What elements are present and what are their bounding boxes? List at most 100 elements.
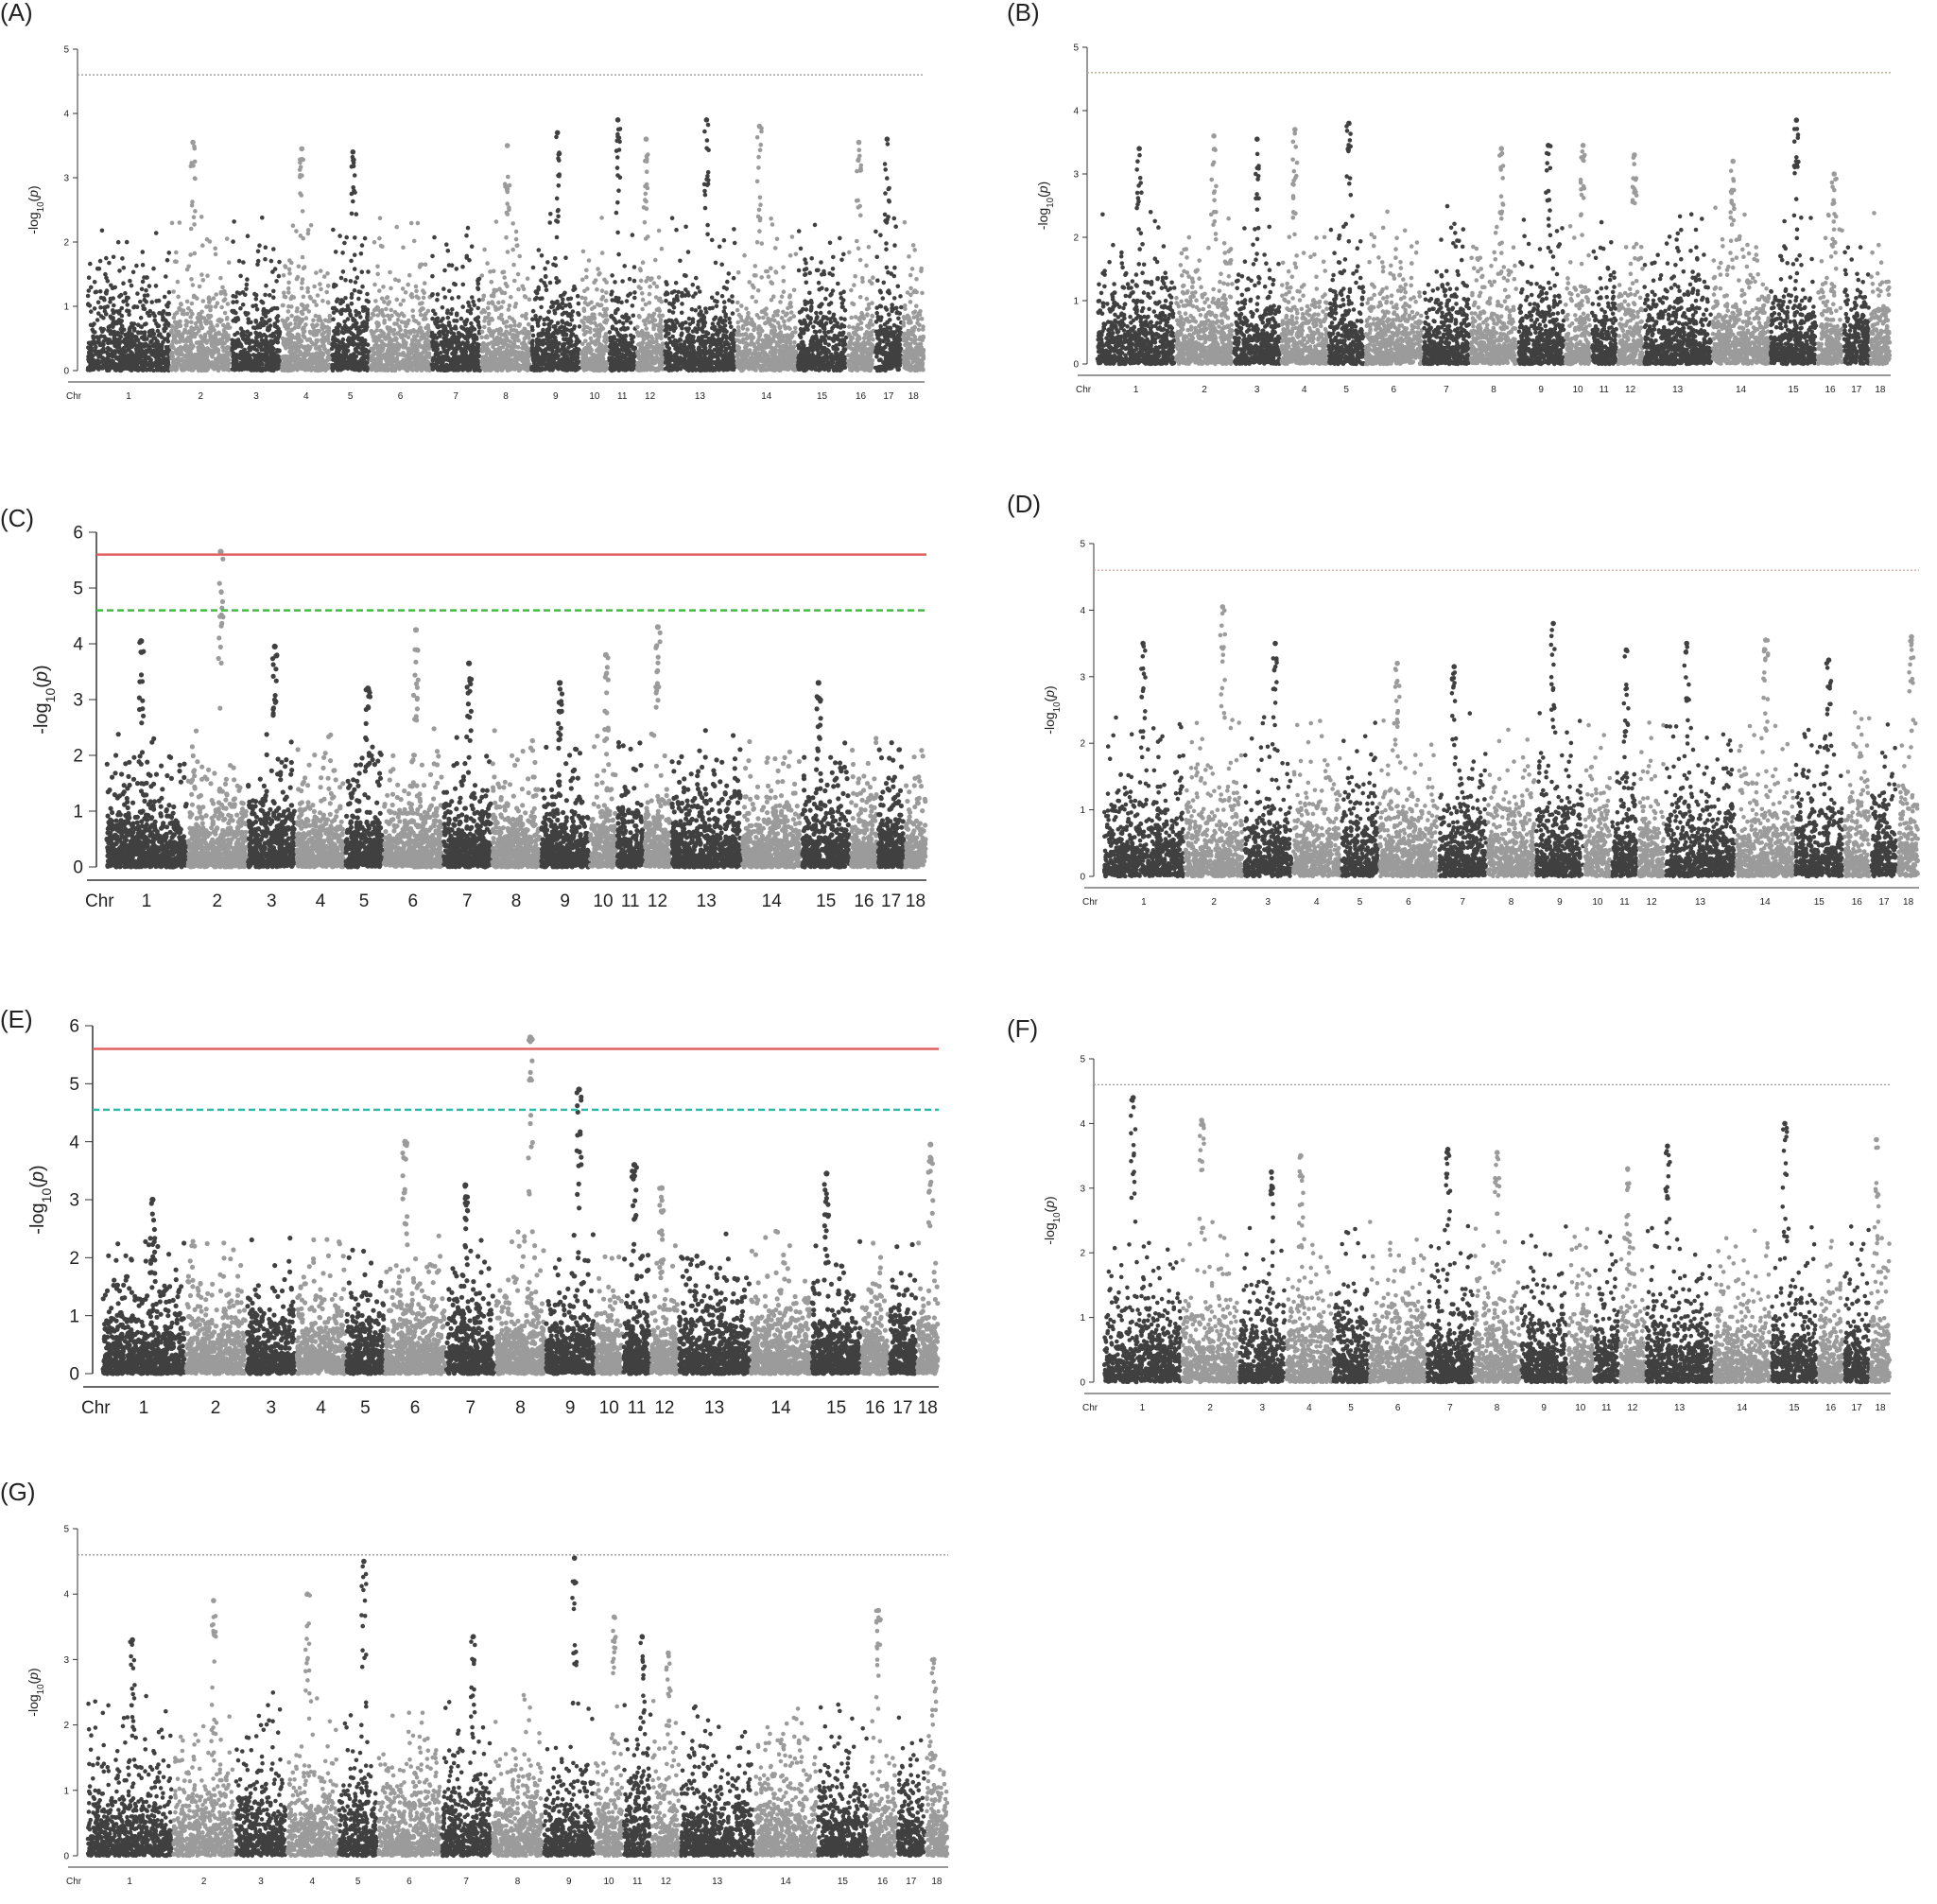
snp-point bbox=[484, 334, 490, 338]
snp-point bbox=[545, 365, 550, 370]
snp-point bbox=[343, 278, 348, 283]
snp-point bbox=[346, 336, 352, 340]
snp-point bbox=[108, 300, 112, 304]
snp-point bbox=[311, 318, 316, 323]
snp-point bbox=[373, 306, 379, 311]
snp-point bbox=[287, 345, 293, 351]
snp-point bbox=[124, 239, 130, 245]
snp-point bbox=[254, 348, 260, 353]
snp-point bbox=[305, 361, 311, 366]
snp-point bbox=[381, 343, 387, 348]
snp-point bbox=[394, 352, 400, 356]
snp-point bbox=[389, 286, 393, 291]
y-tick-label: 5 bbox=[63, 45, 69, 56]
snp-point bbox=[441, 286, 446, 291]
snp-point bbox=[331, 317, 336, 322]
snp-point bbox=[238, 351, 243, 356]
snp-point bbox=[604, 290, 609, 295]
snp-point bbox=[312, 360, 318, 366]
snp-point bbox=[263, 245, 268, 251]
snp-point bbox=[544, 284, 548, 288]
snp-point bbox=[411, 318, 417, 323]
snp-point bbox=[197, 340, 201, 345]
snp-point bbox=[531, 358, 536, 364]
snp-point bbox=[183, 319, 189, 323]
snp-point bbox=[509, 323, 513, 329]
snp-point bbox=[555, 360, 561, 366]
snp-point bbox=[145, 337, 149, 341]
snp-point bbox=[144, 287, 148, 293]
snp-point bbox=[542, 321, 546, 327]
snp-point bbox=[351, 318, 355, 323]
snp-point bbox=[213, 304, 218, 309]
snp-point bbox=[557, 158, 562, 163]
snp-point bbox=[521, 286, 527, 292]
snp-point bbox=[337, 366, 341, 372]
snp-point bbox=[225, 321, 231, 327]
snp-point bbox=[257, 324, 263, 330]
snp-point bbox=[98, 334, 104, 338]
snp-point bbox=[101, 338, 106, 344]
snp-point bbox=[199, 336, 204, 340]
snp-point bbox=[319, 286, 323, 292]
snp-point bbox=[452, 353, 458, 357]
snp-point bbox=[142, 306, 147, 312]
snp-point bbox=[430, 316, 435, 321]
snp-point bbox=[312, 284, 317, 289]
snp-point bbox=[563, 333, 569, 338]
snp-point bbox=[445, 249, 451, 253]
snp-point bbox=[334, 345, 339, 351]
snp-point bbox=[285, 332, 290, 338]
snp-point bbox=[395, 331, 400, 337]
snp-point bbox=[96, 352, 102, 357]
snp-point bbox=[222, 354, 228, 358]
snp-point bbox=[314, 323, 319, 328]
snp-point bbox=[249, 345, 253, 351]
snp-point bbox=[245, 329, 251, 335]
snp-point bbox=[246, 320, 251, 325]
snp-point bbox=[222, 297, 228, 302]
snp-point bbox=[101, 349, 107, 355]
snp-point bbox=[476, 298, 482, 303]
snp-point bbox=[385, 325, 390, 330]
snp-point bbox=[127, 312, 131, 318]
snp-point bbox=[479, 273, 485, 278]
snp-point bbox=[564, 354, 569, 358]
snp-point bbox=[105, 279, 111, 284]
snp-point bbox=[136, 368, 141, 372]
snp-point bbox=[112, 330, 117, 336]
snp-point bbox=[503, 281, 509, 286]
snp-point bbox=[396, 278, 402, 284]
snp-point bbox=[86, 275, 92, 281]
snp-point bbox=[184, 323, 189, 328]
snp-point bbox=[265, 347, 269, 352]
snp-point bbox=[230, 341, 235, 347]
snp-point bbox=[180, 311, 185, 317]
snp-point bbox=[592, 333, 597, 338]
snp-point bbox=[352, 252, 357, 258]
snp-point bbox=[572, 347, 577, 353]
snp-point bbox=[334, 308, 339, 313]
snp-point bbox=[299, 343, 304, 349]
snp-point bbox=[533, 366, 539, 372]
snp-point bbox=[405, 364, 409, 370]
snp-point bbox=[320, 322, 325, 328]
snp-point bbox=[163, 357, 167, 363]
snp-point bbox=[174, 339, 179, 345]
snp-point bbox=[599, 297, 604, 302]
snp-point bbox=[400, 333, 406, 338]
snp-point bbox=[286, 290, 291, 295]
snp-point bbox=[110, 349, 114, 354]
snp-point bbox=[418, 312, 424, 318]
snp-point bbox=[284, 340, 288, 345]
snp-point bbox=[292, 340, 297, 346]
snp-point bbox=[188, 341, 194, 347]
snp-point bbox=[159, 335, 164, 339]
snp-point bbox=[567, 302, 572, 307]
snp-point bbox=[252, 325, 258, 331]
snp-point bbox=[353, 347, 358, 352]
snp-point bbox=[394, 224, 400, 230]
snp-point bbox=[91, 339, 95, 345]
snp-point bbox=[302, 334, 306, 339]
snp-point bbox=[564, 368, 570, 372]
